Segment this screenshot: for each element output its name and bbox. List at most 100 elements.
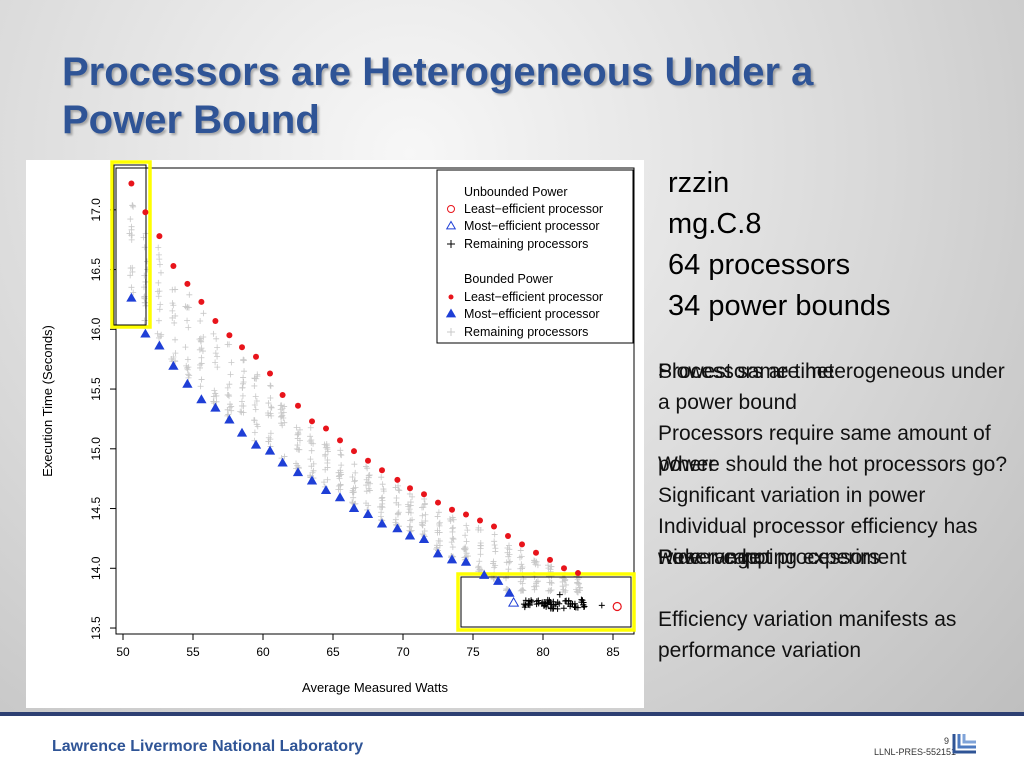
bounded-remaining-marker [419,522,426,529]
bounded-remaining-marker [157,301,164,308]
bounded-least-point [351,448,357,455]
bounded-remaining-marker [446,516,453,523]
bounded-most-point [446,554,458,564]
bounded-remaining-marker [197,383,204,390]
y-tick-label: 15.0 [89,437,103,461]
bounded-remaining-marker [253,397,260,404]
bounded-most-point [236,427,248,437]
bounded-remaining-marker [463,550,470,557]
bounded-remaining-marker [477,542,484,549]
x-tick-label: 60 [256,645,270,659]
bounded-remaining-marker [265,400,272,407]
unbounded-remaining-marker [574,604,581,611]
bounded-remaining-marker [296,446,303,453]
x-tick-label: 70 [396,645,410,659]
bounded-remaining-marker [294,435,301,442]
bounded-remaining-marker [185,371,192,378]
y-axis-label: Execution Time (Seconds) [40,325,55,477]
bounded-most-point [392,523,403,533]
bounded-remaining-marker [141,244,148,251]
unbounded-remaining-marker [528,597,535,604]
bounded-remaining-marker [547,587,554,594]
bounded-remaining-marker [477,526,484,533]
bounded-most-point [479,569,490,579]
bounded-remaining-marker [363,482,370,489]
bounded-remaining-marker [237,408,244,415]
bounded-remaining-marker [184,365,191,372]
bounded-remaining-marker [183,304,190,311]
bounded-remaining-marker [531,558,538,565]
document-code: LLNL-PRES-552151 [874,747,957,757]
bounded-remaining-marker [172,312,179,319]
bounded-remaining-marker [322,451,329,458]
bounded-most-point [493,575,504,585]
slide-title: Processors are Heterogeneous Under a Pow… [62,50,814,142]
bounded-most-point [320,485,332,495]
bounded-remaining-marker [435,509,442,516]
bounded-least-point [170,262,177,269]
bounded-least-point [379,467,385,474]
legend-label: Unbounded Power [464,185,568,199]
bounded-most-point [182,378,193,388]
bounded-most-point [154,340,165,350]
bounded-remaining-marker [421,501,428,508]
note-text: Power capping experiment [658,546,907,569]
legend-label: Most−efficient processor [464,219,600,233]
bounded-remaining-marker [547,566,554,573]
bounded-least-point [226,332,233,339]
x-tick-label: 85 [606,645,620,659]
bounded-remaining-marker [418,521,425,528]
bounded-remaining-marker [492,545,499,552]
llnl-logo-icon [952,734,976,754]
bounded-remaining-marker [155,279,162,286]
bounded-remaining-marker [158,331,165,338]
bounded-least-point [505,533,511,540]
bounded-remaining-marker [349,487,356,494]
bounded-remaining-marker [293,445,300,452]
bounded-remaining-marker [463,522,470,529]
bounded-remaining-marker [406,506,413,513]
unbounded-remaining-marker [525,601,532,608]
bounded-remaining-marker [351,478,358,485]
bounded-remaining-marker [172,357,179,364]
bounded-remaining-marker [240,380,246,387]
bounded-remaining-marker [407,502,414,509]
legend-marker [447,328,455,336]
bounded-remaining-marker [172,350,179,357]
bounded-remaining-marker [461,545,468,552]
bounded-remaining-marker [228,403,235,410]
bounded-remaining-marker [436,529,443,536]
unbounded-remaining-marker [567,603,574,610]
bounded-remaining-marker [296,426,303,433]
bounded-remaining-marker [155,293,162,300]
bounded-remaining-marker [436,519,443,526]
y-tick-label: 14.0 [89,556,103,580]
bounded-remaining-marker [476,558,483,565]
bounded-least-point [239,344,245,351]
bounded-remaining-marker [503,559,510,566]
bounded-least-point [394,476,401,483]
bounded-remaining-marker [210,330,217,337]
bounded-remaining-marker [156,261,163,268]
info-line: 64 processors [668,249,851,281]
bounded-least-point [309,418,315,425]
chart-panel: 50 55 60 65 70 75 80 85 13.5 14.0 14.5 15.0 15.5 16.0… [26,160,644,708]
bounded-remaining-marker [366,472,373,479]
bounded-remaining-marker [436,542,443,549]
note-text: Individual processor efficiency has wide… [658,515,978,569]
bounded-remaining-marker [127,272,134,279]
bounded-remaining-marker [418,504,425,511]
bounded-most-point [348,503,360,512]
bounded-remaining-marker [575,580,582,587]
bounded-remaining-marker [518,561,525,568]
note-text: Efficiency variation manifests as perfor… [658,608,957,662]
y-tick-label: 17.0 [89,198,103,222]
bounded-remaining-marker [324,457,331,464]
bounded-most-point [210,402,221,412]
bounded-remaining-marker [307,424,314,431]
bounded-remaining-marker [308,437,315,444]
bounded-least-point [491,523,497,530]
y-tick-label: 16.0 [89,317,103,341]
bounded-remaining-marker [200,310,207,317]
bounded-remaining-marker [363,463,370,470]
